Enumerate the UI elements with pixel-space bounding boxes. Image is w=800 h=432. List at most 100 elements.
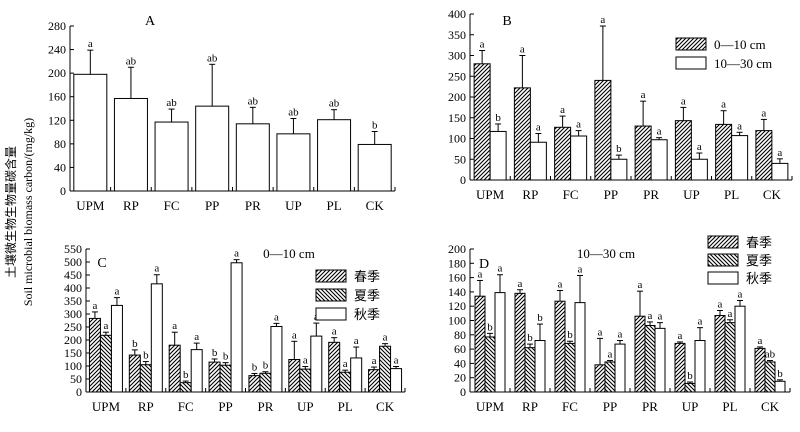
y-tick-label: 0 bbox=[460, 173, 466, 187]
bar bbox=[529, 141, 547, 181]
bar bbox=[473, 63, 491, 181]
significance-letter: b bbox=[537, 312, 543, 324]
x-tick-label: PL bbox=[338, 399, 353, 414]
y-tick-label: 500 bbox=[64, 255, 82, 269]
bar bbox=[128, 354, 141, 393]
bar bbox=[634, 125, 652, 181]
x-tick-label: FC bbox=[562, 399, 578, 414]
significance-letter: a bbox=[721, 99, 726, 111]
y-tick-label: 550 bbox=[64, 242, 82, 256]
chart-panel-d: 020406080100120140160180200UPMabaRPabbFC… bbox=[448, 235, 791, 414]
bar bbox=[754, 347, 766, 393]
bar bbox=[524, 347, 536, 393]
significance-letter: b bbox=[183, 369, 189, 381]
bar bbox=[731, 135, 749, 181]
bar bbox=[270, 325, 283, 393]
y-tick-label: 240 bbox=[48, 43, 66, 57]
significance-letter: a bbox=[343, 358, 348, 370]
legend-swatch bbox=[707, 235, 739, 249]
y-tick-label: 280 bbox=[48, 19, 66, 33]
y-axis-label-en: Soil microbial biomass carbon/(mg/kg) bbox=[21, 118, 35, 306]
significance-letter: a bbox=[578, 263, 583, 275]
y-tick-label: 20 bbox=[454, 371, 466, 385]
significance-letter: b bbox=[223, 351, 229, 363]
significance-letter: b bbox=[777, 368, 783, 380]
bar bbox=[654, 327, 666, 393]
y-tick-label: 50 bbox=[454, 152, 466, 166]
bar bbox=[154, 121, 189, 192]
significance-letter: a bbox=[648, 310, 653, 322]
x-tick-label: PL bbox=[724, 187, 739, 202]
bar bbox=[554, 126, 572, 181]
significance-letter: a bbox=[641, 89, 646, 101]
bar bbox=[208, 361, 221, 393]
y-axis-label-cn: 土壤微生物生物量碳含量 bbox=[3, 146, 18, 278]
x-tick-label: PP bbox=[218, 399, 232, 414]
significance-letter: ab bbox=[166, 97, 177, 109]
x-tick-label: FC bbox=[178, 399, 194, 414]
significance-letter: b bbox=[212, 347, 218, 359]
y-axis-label: 土壤微生物生物量碳含量 Soil microbial biomass carbo… bbox=[3, 118, 35, 306]
y-tick-label: 200 bbox=[448, 242, 466, 256]
panel-label: D bbox=[479, 257, 489, 272]
significance-letter: ab bbox=[765, 349, 776, 361]
bar bbox=[357, 143, 392, 192]
significance-letter: a bbox=[718, 298, 723, 310]
bar bbox=[190, 349, 203, 393]
y-tick-label: 400 bbox=[448, 7, 466, 21]
bar bbox=[514, 292, 526, 393]
significance-letter: a bbox=[737, 120, 742, 132]
x-tick-label: PP bbox=[205, 198, 219, 213]
panel-label: A bbox=[145, 14, 156, 29]
significance-letter: a bbox=[536, 122, 541, 134]
x-tick-label: CK bbox=[761, 399, 780, 414]
x-tick-label: UPM bbox=[476, 399, 505, 414]
legend-swatch bbox=[315, 269, 347, 283]
bar bbox=[339, 371, 352, 393]
significance-letter: b bbox=[487, 321, 493, 333]
bar bbox=[724, 322, 736, 393]
x-tick-label: CK bbox=[376, 399, 395, 414]
significance-letter: a bbox=[761, 107, 766, 119]
x-tick-label: UP bbox=[683, 187, 700, 202]
y-tick-label: 160 bbox=[448, 271, 466, 285]
significance-letter: ab bbox=[248, 95, 259, 107]
significance-letter: a bbox=[518, 278, 523, 290]
x-tick-label: PR bbox=[642, 399, 658, 414]
legend-label: 0—10 cm bbox=[714, 37, 766, 52]
significance-letter: a bbox=[372, 355, 377, 367]
significance-letter: a bbox=[498, 263, 503, 275]
bar bbox=[674, 342, 686, 393]
significance-letter: a bbox=[332, 326, 337, 338]
panel-label: B bbox=[502, 14, 511, 29]
significance-letter: a bbox=[303, 355, 308, 367]
legend-swatch bbox=[707, 271, 739, 285]
y-tick-label: 0 bbox=[460, 385, 466, 399]
significance-letter: a bbox=[394, 355, 399, 367]
significance-letter: a bbox=[520, 44, 525, 56]
significance-letter: a bbox=[638, 279, 643, 291]
legend-swatch bbox=[315, 288, 347, 302]
panel-subtitle: 0—10 cm bbox=[263, 246, 315, 261]
significance-letter: b bbox=[687, 370, 693, 382]
bar bbox=[230, 262, 243, 393]
legend-label: 夏季 bbox=[746, 253, 772, 268]
x-tick-label: UPM bbox=[476, 187, 505, 202]
y-tick-label: 350 bbox=[64, 294, 82, 308]
bar bbox=[604, 361, 616, 393]
significance-letter: a bbox=[92, 300, 97, 312]
legend-swatch bbox=[707, 253, 739, 267]
bar bbox=[644, 325, 656, 393]
y-tick-label: 150 bbox=[448, 111, 466, 125]
bar bbox=[288, 359, 301, 393]
x-tick-label: RP bbox=[123, 198, 139, 213]
bar bbox=[484, 336, 496, 393]
significance-letter: a bbox=[154, 263, 159, 275]
y-tick-label: 100 bbox=[448, 132, 466, 146]
bar bbox=[489, 130, 507, 181]
bar bbox=[259, 372, 272, 393]
bar bbox=[350, 357, 363, 393]
bar bbox=[674, 120, 692, 181]
x-tick-label: UPM bbox=[76, 198, 105, 213]
bar bbox=[755, 130, 773, 181]
